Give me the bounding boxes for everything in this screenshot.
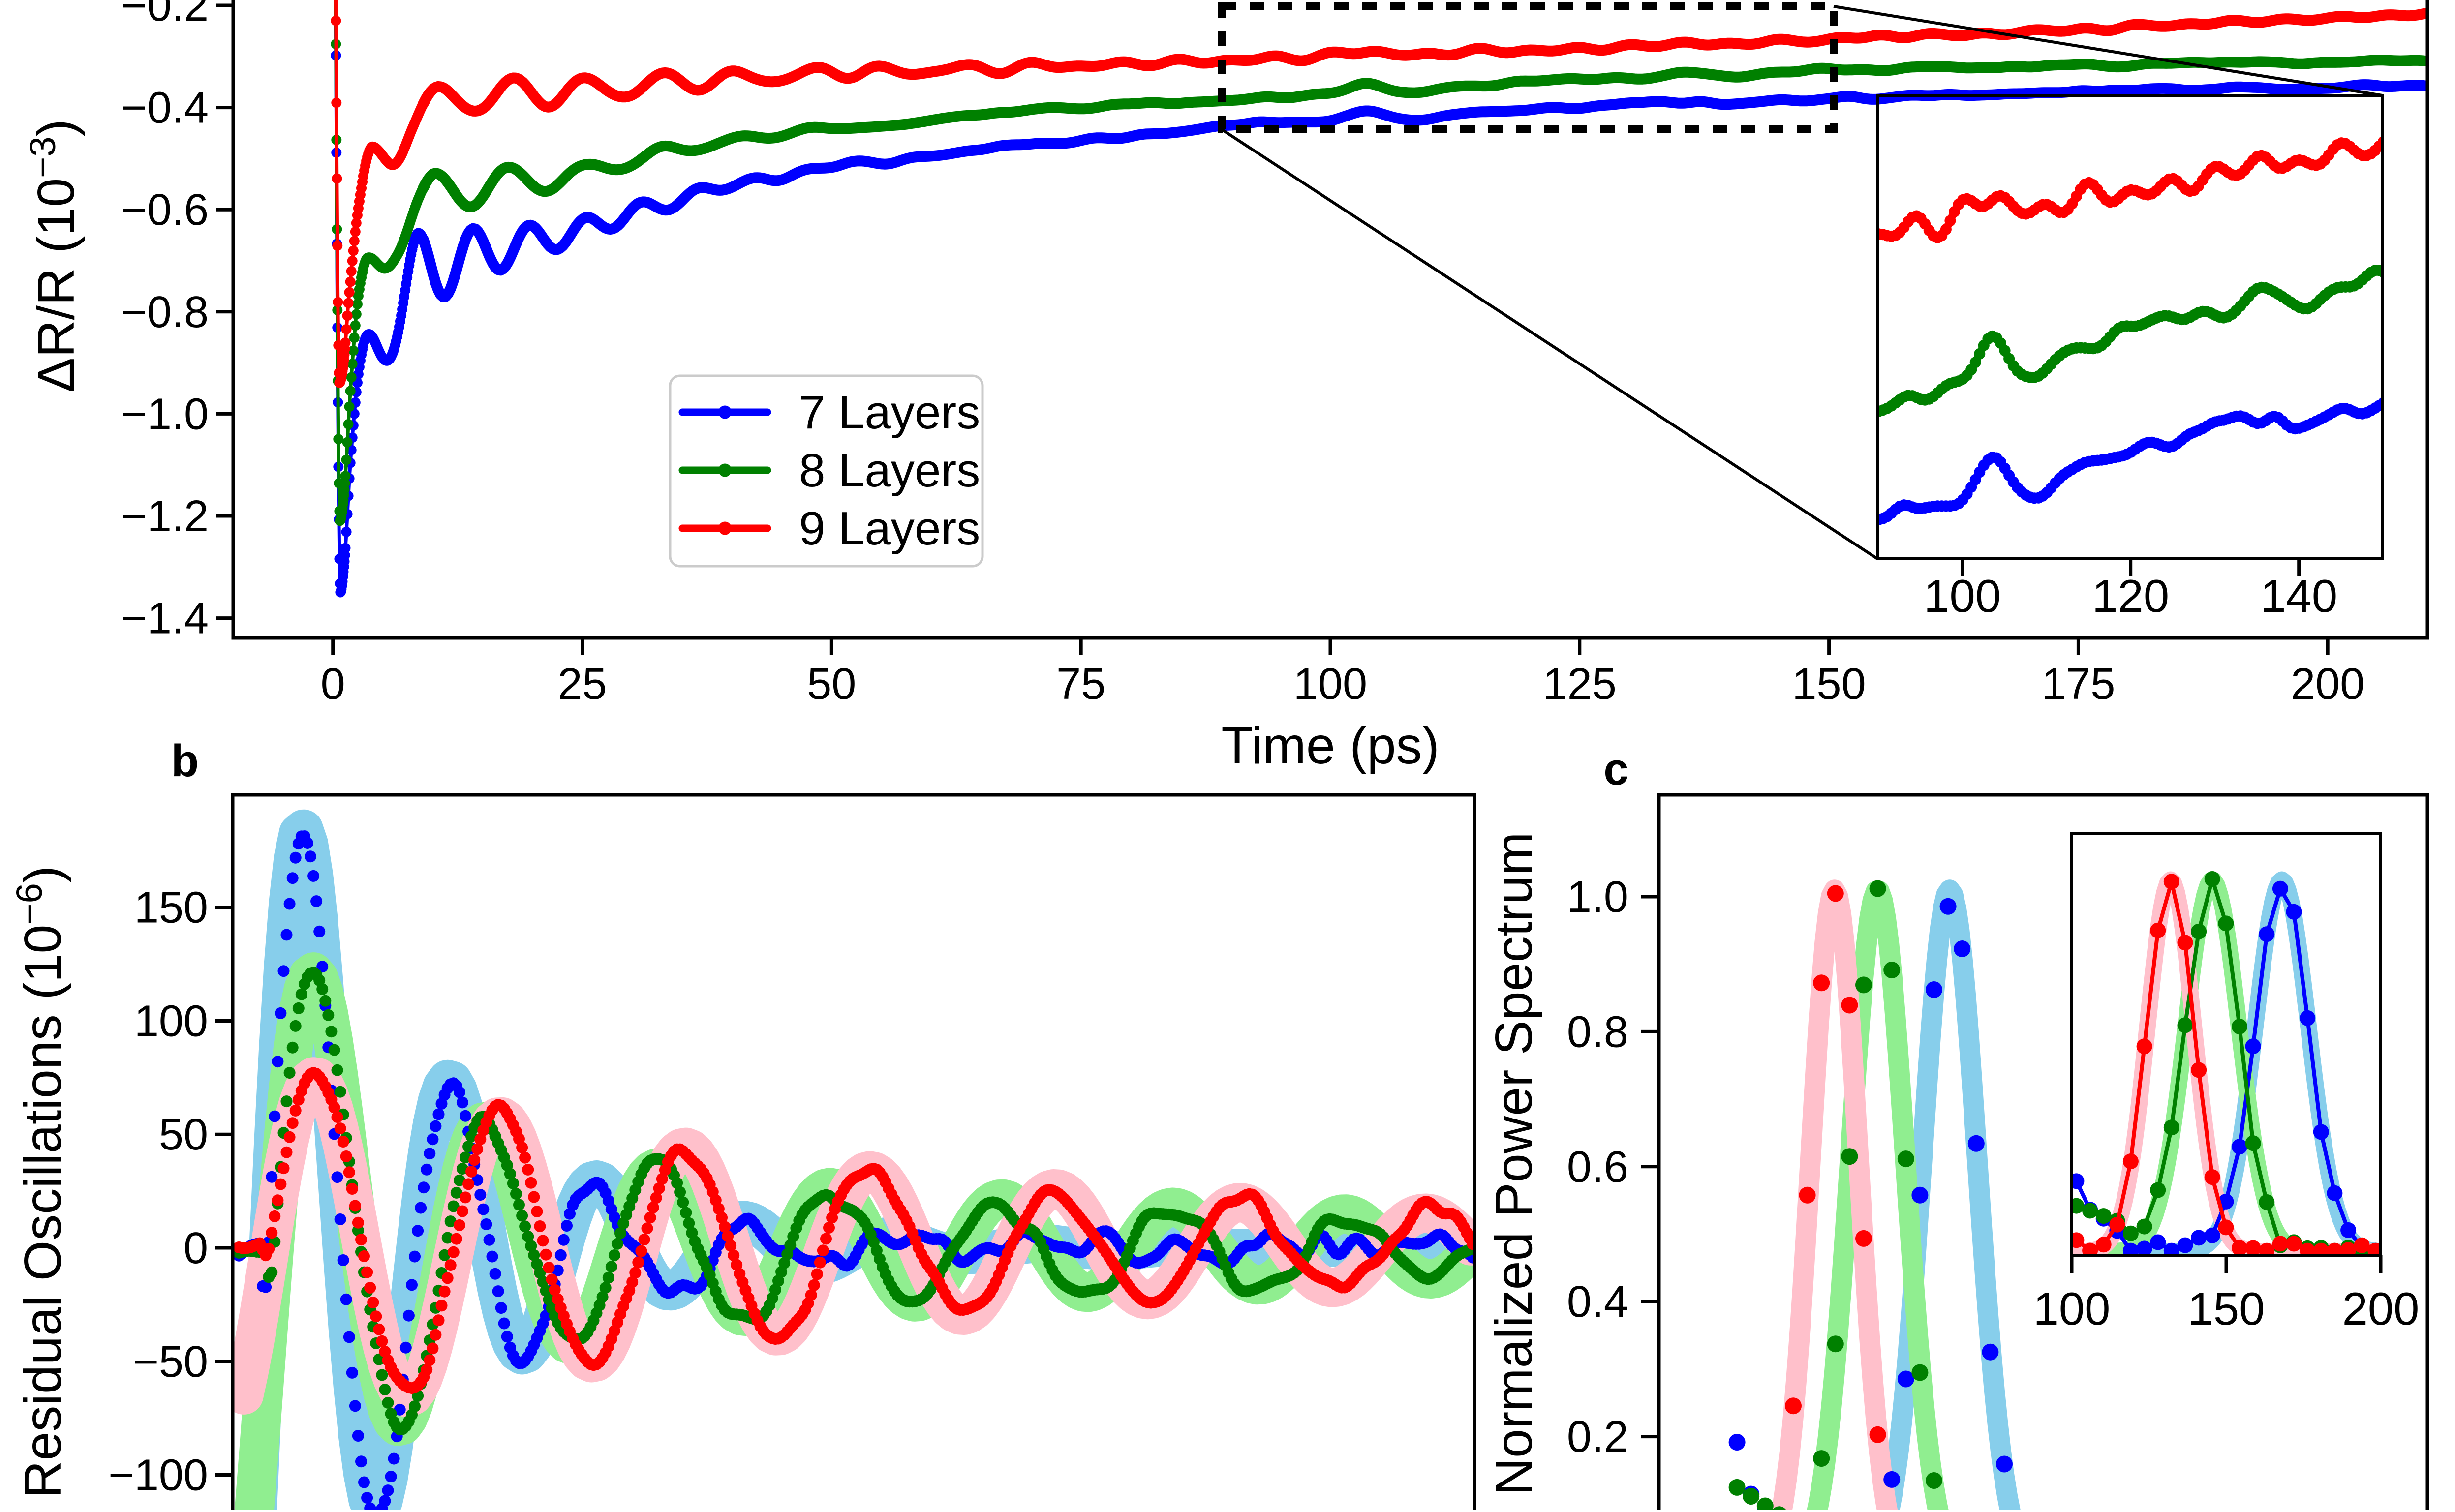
svg-text:−100: −100 (108, 1451, 208, 1500)
svg-text:−1.0: −1.0 (121, 390, 209, 439)
svg-text:125: 125 (1543, 660, 1617, 709)
svg-text:150: 150 (2188, 1283, 2265, 1334)
svg-text:−0.8: −0.8 (121, 288, 209, 337)
svg-text:9 Layers: 9 Layers (799, 502, 980, 555)
svg-text:140: 140 (2260, 570, 2337, 622)
svg-text:−1.4: −1.4 (121, 594, 209, 643)
svg-text:c: c (1603, 744, 1628, 794)
svg-text:150: 150 (1792, 660, 1866, 709)
svg-text:0.6: 0.6 (1567, 1143, 1628, 1192)
svg-text:100: 100 (1293, 660, 1367, 709)
svg-text:150: 150 (134, 883, 208, 933)
svg-text:1.0: 1.0 (1567, 873, 1628, 922)
svg-text:100: 100 (134, 997, 208, 1046)
svg-text:0.4: 0.4 (1567, 1277, 1628, 1327)
svg-text:−1.2: −1.2 (121, 492, 209, 541)
svg-text:Normalized Power Spectrum: Normalized Power Spectrum (1485, 832, 1543, 1495)
svg-text:Residual Oscillations (10−6): Residual Oscillations (10−6) (9, 866, 72, 1498)
svg-text:25: 25 (557, 660, 607, 709)
svg-text:50: 50 (159, 1110, 208, 1159)
svg-text:100: 100 (1924, 570, 2001, 622)
svg-text:0: 0 (321, 660, 345, 709)
svg-text:175: 175 (2041, 660, 2115, 709)
svg-text:−0.2: −0.2 (121, 0, 209, 30)
svg-text:120: 120 (2092, 570, 2169, 622)
svg-text:8 Layers: 8 Layers (799, 444, 980, 497)
svg-text:100: 100 (2033, 1283, 2111, 1334)
svg-text:−50: −50 (133, 1337, 208, 1387)
svg-text:200: 200 (2342, 1283, 2420, 1334)
svg-text:0.8: 0.8 (1567, 1007, 1628, 1057)
svg-text:b: b (171, 736, 199, 786)
svg-text:0: 0 (184, 1224, 208, 1273)
svg-text:50: 50 (807, 660, 856, 709)
svg-text:200: 200 (2291, 660, 2364, 709)
svg-text:75: 75 (1056, 660, 1105, 709)
svg-text:0.2: 0.2 (1567, 1413, 1628, 1462)
svg-text:−0.4: −0.4 (121, 84, 209, 133)
svg-text:−0.6: −0.6 (121, 185, 209, 235)
svg-text:7 Layers: 7 Layers (799, 386, 980, 439)
svg-text:Time (ps): Time (ps) (1221, 717, 1440, 775)
